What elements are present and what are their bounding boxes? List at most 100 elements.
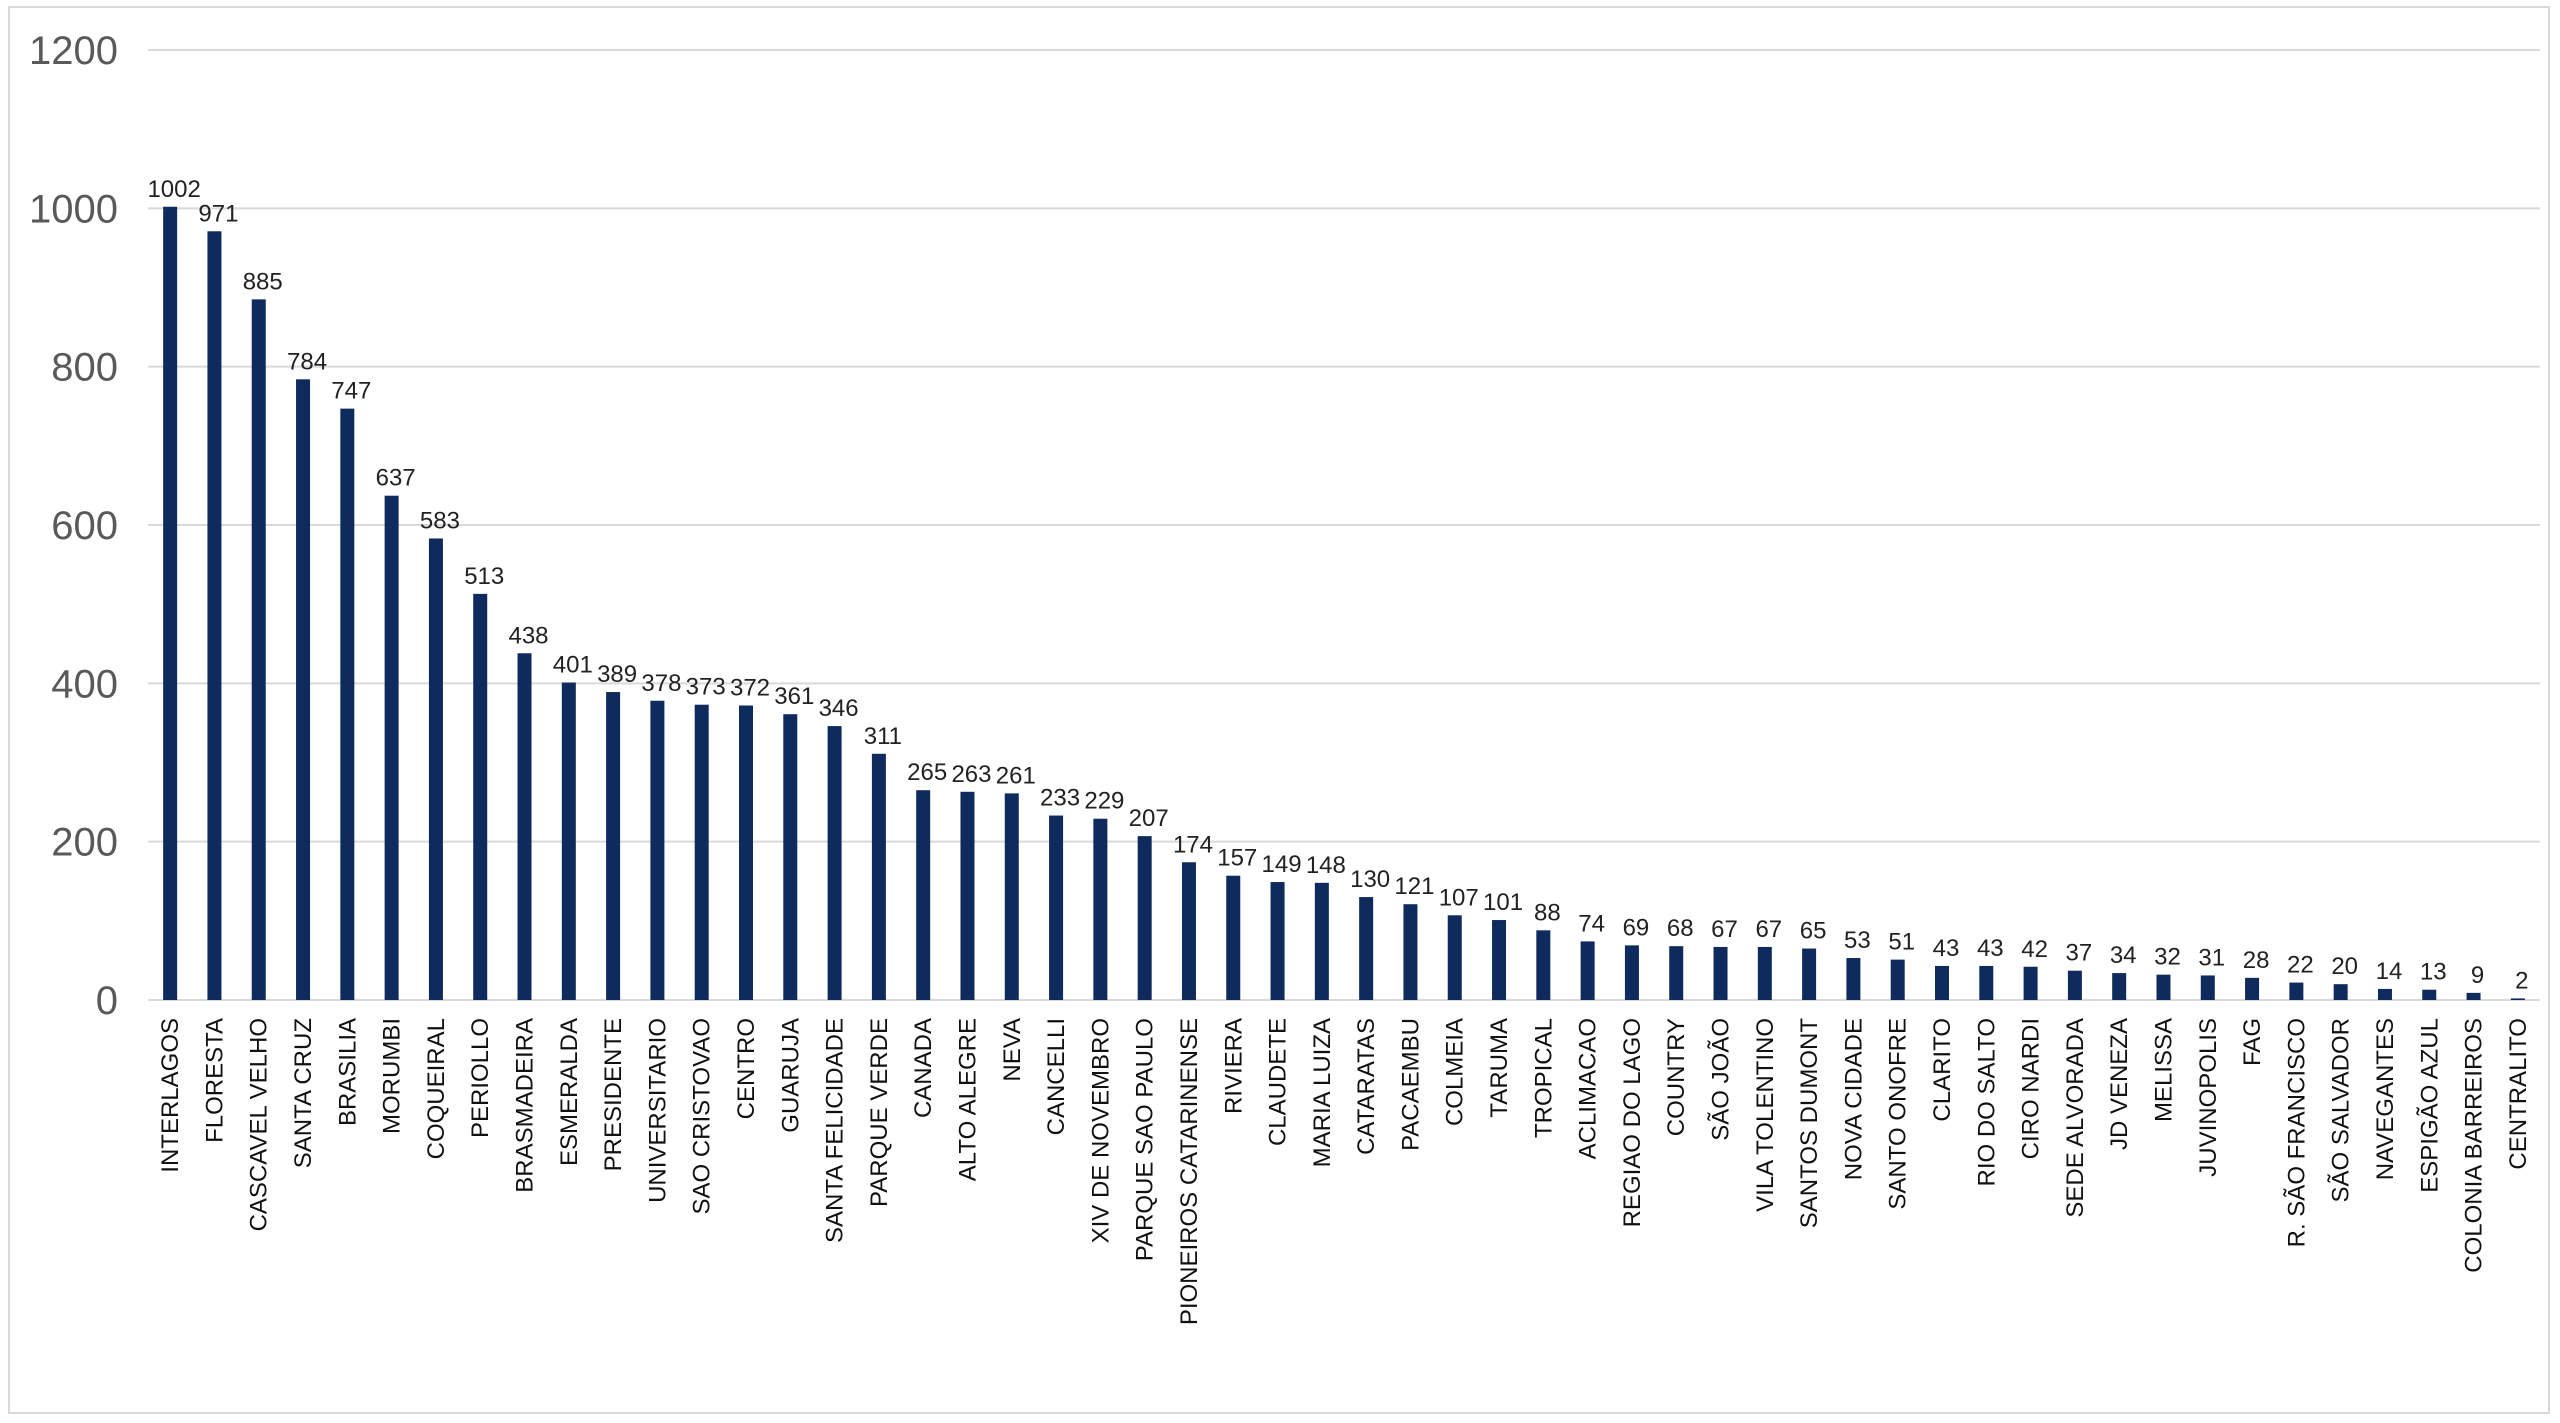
x-tick-label: GUARUJA xyxy=(777,1018,804,1133)
x-tick-label: RIVIERA xyxy=(1220,1018,1247,1114)
x-tick-label: INTERLAGOS xyxy=(157,1018,184,1173)
bar xyxy=(1713,946,1728,1000)
bar xyxy=(163,206,178,1000)
x-tick-label: COLMEIA xyxy=(1442,1018,1469,1126)
data-label: 65 xyxy=(1800,918,1827,945)
x-tick-label: CLAUDETE xyxy=(1265,1018,1292,1146)
bar xyxy=(1492,920,1507,1000)
data-label: 69 xyxy=(1623,914,1650,941)
x-tick-label: R. SÃO FRANCISCO xyxy=(2283,1018,2310,1247)
data-label: 28 xyxy=(2243,947,2270,974)
data-label: 261 xyxy=(996,762,1036,789)
bar xyxy=(827,726,842,1000)
data-label: 207 xyxy=(1129,805,1169,832)
data-label: 311 xyxy=(864,723,902,750)
data-label: 513 xyxy=(464,563,504,590)
data-label: 34 xyxy=(2110,942,2137,969)
x-tick-label: COLONIA BARREIROS xyxy=(2461,1018,2488,1273)
bar xyxy=(473,593,488,1000)
data-label: 130 xyxy=(1350,866,1390,893)
bar xyxy=(517,653,532,1000)
bar xyxy=(1314,882,1329,1000)
bar xyxy=(2510,998,2525,1000)
bar xyxy=(960,791,975,1000)
x-tick-label: MORUMBI xyxy=(379,1018,406,1134)
x-tick-label: SANTA FELICIDADE xyxy=(822,1018,849,1243)
bar xyxy=(650,700,665,1000)
data-label: 51 xyxy=(1888,929,1915,956)
x-tick-label: SANTO ONOFRE xyxy=(1885,1018,1912,1210)
bar xyxy=(2422,989,2437,1000)
data-label: 346 xyxy=(819,695,859,722)
x-tick-label: NOVA CIDADE xyxy=(1840,1018,1867,1180)
bar xyxy=(2112,973,2127,1000)
y-tick-label: 0 xyxy=(96,979,118,1023)
bar xyxy=(1580,941,1595,1000)
x-tick-label: MELISSA xyxy=(2150,1018,2177,1122)
x-tick-label: SÃO SALVADOR xyxy=(2328,1018,2355,1203)
x-tick-label: COUNTRY xyxy=(1663,1018,1690,1136)
x-tick-label: BRASMADEIRA xyxy=(512,1018,539,1193)
data-label: 37 xyxy=(2066,940,2093,967)
bar xyxy=(1137,836,1152,1000)
x-tick-label: RIO DO SALTO xyxy=(1973,1018,2000,1186)
bar xyxy=(783,714,798,1000)
bar xyxy=(1004,793,1019,1000)
bar xyxy=(739,705,753,1000)
x-tick-label: SEDE ALVORADA xyxy=(2062,1018,2089,1218)
bar xyxy=(2156,974,2171,1000)
data-label: 20 xyxy=(2331,953,2358,980)
data-label: 438 xyxy=(508,622,548,649)
data-label: 747 xyxy=(331,378,371,405)
bar xyxy=(296,379,311,1000)
data-label: 121 xyxy=(1394,873,1434,900)
bar xyxy=(1447,915,1462,1000)
data-label: 373 xyxy=(686,674,726,701)
data-label: 67 xyxy=(1711,916,1738,943)
data-label: 148 xyxy=(1306,852,1346,879)
x-tick-label: TROPICAL xyxy=(1530,1018,1557,1138)
x-tick-label: REGIAO DO LAGO xyxy=(1619,1018,1646,1227)
x-tick-label: PIONEIROS CATARINENSE xyxy=(1176,1018,1203,1325)
bar xyxy=(2023,966,2038,1000)
x-tick-label: CENTRALITO xyxy=(2505,1018,2532,1170)
x-tick-label: COQUEIRAL xyxy=(423,1018,450,1159)
data-label: 42 xyxy=(2021,936,2048,963)
x-tick-label: PARQUE VERDE xyxy=(866,1018,893,1207)
x-tick-label: FAG xyxy=(2239,1018,2266,1066)
data-label: 43 xyxy=(1977,935,2004,962)
x-tick-label: JD VENEZA xyxy=(2106,1018,2133,1150)
bar xyxy=(1093,818,1108,1000)
bar xyxy=(1359,897,1374,1000)
data-label: 378 xyxy=(641,670,681,697)
x-tick-label: UNIVERSITARIO xyxy=(644,1018,671,1203)
data-label: 229 xyxy=(1084,788,1124,815)
bar xyxy=(1669,946,1684,1000)
data-label: 74 xyxy=(1578,910,1605,937)
x-tick-label: NAVEGANTES xyxy=(2372,1018,2399,1180)
bar xyxy=(1403,904,1418,1000)
bar xyxy=(1846,958,1861,1000)
bar xyxy=(2377,988,2392,1000)
data-label: 9 xyxy=(2471,962,2484,989)
bar xyxy=(2200,975,2215,1000)
x-tick-label: MARIA LUIZA xyxy=(1309,1018,1336,1167)
bar xyxy=(251,299,266,1000)
data-label: 401 xyxy=(553,652,593,679)
bar xyxy=(1624,945,1639,1000)
data-label: 372 xyxy=(730,675,770,702)
bar xyxy=(1757,946,1772,1000)
bar xyxy=(340,408,355,1000)
data-label: 43 xyxy=(1933,935,1960,962)
bar xyxy=(1935,965,1949,1000)
x-tick-label: PRESIDENTE xyxy=(600,1018,627,1171)
x-tick-label: TARUMA xyxy=(1486,1018,1513,1118)
data-label: 13 xyxy=(2420,959,2447,986)
data-label: 1002 xyxy=(147,176,200,203)
x-tick-label: CATARATAS xyxy=(1353,1018,1380,1155)
data-label: 14 xyxy=(2376,958,2403,985)
y-tick-label: 1200 xyxy=(29,29,118,73)
data-label: 637 xyxy=(376,465,416,492)
data-label: 263 xyxy=(951,761,991,788)
x-tick-label: ACLIMACAO xyxy=(1575,1018,1602,1159)
